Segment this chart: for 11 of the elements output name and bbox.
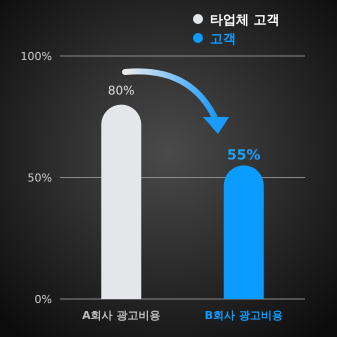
legend-label: 타업체 고객 bbox=[210, 13, 280, 28]
data-label: 80% bbox=[108, 84, 135, 98]
y-tick-label: 0% bbox=[34, 293, 52, 306]
series: 80% bbox=[101, 84, 142, 299]
series: 55% bbox=[224, 147, 264, 299]
legend-label: 고객 bbox=[210, 32, 236, 47]
data-label: 55% bbox=[226, 147, 261, 164]
x-tick-label: B회사 광고비용 bbox=[204, 309, 283, 322]
y-tick-label: 50% bbox=[28, 172, 52, 184]
x-tick-label: A회사 광고비용 bbox=[82, 309, 160, 322]
y-tick-label: 100% bbox=[20, 50, 52, 63]
